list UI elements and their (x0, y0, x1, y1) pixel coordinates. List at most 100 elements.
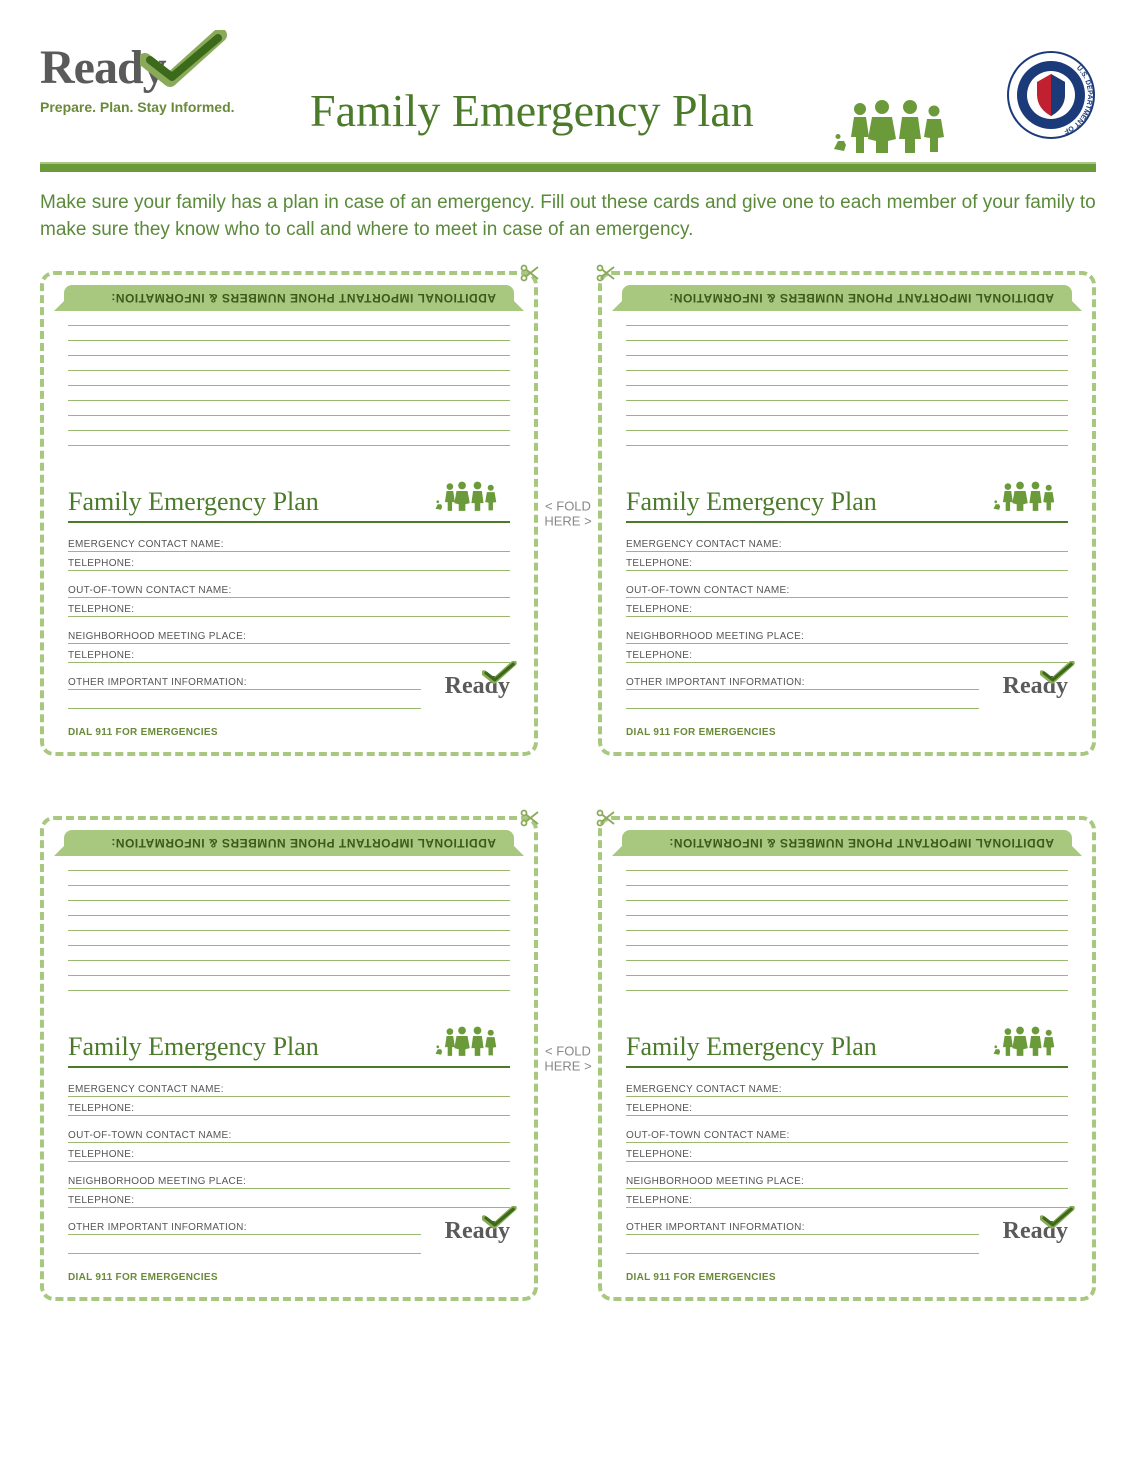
field-line[interactable]: NEIGHBORHOOD MEETING PLACE: (68, 627, 510, 644)
field-label: TELEPHONE: (626, 1103, 692, 1114)
field-line[interactable]: TELEPHONE: (68, 1191, 510, 1208)
field-line[interactable]: OTHER IMPORTANT INFORMATION: (626, 1218, 979, 1235)
card-bottom-flap: Family Emergency Plan EMERGENCY CONTACT … (602, 1009, 1092, 1297)
field-label: OUT-OF-TOWN CONTACT NAME: (626, 1130, 790, 1141)
field-line[interactable]: NEIGHBORHOOD MEETING PLACE: (68, 1172, 510, 1189)
field-label: TELEPHONE: (626, 650, 692, 661)
field-line[interactable]: TELEPHONE: (626, 1145, 1068, 1162)
field-label: EMERGENCY CONTACT NAME: (68, 1084, 224, 1095)
emergency-card: ADDITIONAL IMPORTANT PHONE NUMBERS & INF… (598, 816, 1096, 1301)
field-label: EMERGENCY CONTACT NAME: (626, 1084, 782, 1095)
main-title: Family Emergency Plan (310, 84, 754, 137)
card-row-1: ADDITIONAL IMPORTANT PHONE NUMBERS & INF… (40, 271, 1096, 756)
scissors-icon (594, 806, 618, 835)
field-line[interactable]: OUT-OF-TOWN CONTACT NAME: (626, 1126, 1068, 1143)
field-line[interactable]: EMERGENCY CONTACT NAME: (68, 1080, 510, 1097)
card-bottom-flap: Family Emergency Plan EMERGENCY CONTACT … (44, 464, 534, 752)
card-title-row: Family Emergency Plan (68, 1025, 510, 1068)
dial-911-text: DIAL 911 FOR EMERGENCIES (68, 1272, 218, 1283)
card-title: Family Emergency Plan (626, 487, 877, 517)
field-line[interactable]: TELEPHONE: (68, 646, 510, 663)
other-info-group: OTHER IMPORTANT INFORMATION: (626, 673, 979, 711)
notes-lines[interactable] (626, 870, 1068, 991)
field-label: OTHER IMPORTANT INFORMATION: (626, 1222, 805, 1233)
field-label: TELEPHONE: (68, 558, 134, 569)
card-title: Family Emergency Plan (68, 1032, 319, 1062)
family-silhouette-icon (424, 480, 510, 517)
field-label: TELEPHONE: (626, 558, 692, 569)
other-info-group: OTHER IMPORTANT INFORMATION: (68, 1218, 421, 1256)
field-line[interactable]: TELEPHONE: (626, 646, 1068, 663)
checkmark-icon (482, 661, 518, 690)
notes-lines[interactable] (68, 870, 510, 991)
neighborhood-group: NEIGHBORHOOD MEETING PLACE: TELEPHONE: (68, 1172, 510, 1208)
other-info-group: OTHER IMPORTANT INFORMATION: (626, 1218, 979, 1256)
field-line[interactable]: OUT-OF-TOWN CONTACT NAME: (626, 581, 1068, 598)
field-line[interactable] (68, 1237, 421, 1254)
field-line[interactable]: EMERGENCY CONTACT NAME: (626, 1080, 1068, 1097)
card-top-heading: ADDITIONAL IMPORTANT PHONE NUMBERS & INF… (622, 285, 1072, 311)
field-line[interactable] (68, 692, 421, 709)
field-line[interactable]: TELEPHONE: (68, 554, 510, 571)
ready-tagline: Prepare. Plan. Stay Informed. (40, 99, 235, 115)
field-line[interactable]: TELEPHONE: (68, 1145, 510, 1162)
card-top-flap: ADDITIONAL IMPORTANT PHONE NUMBERS & INF… (44, 820, 534, 1009)
field-label: TELEPHONE: (68, 604, 134, 615)
field-label: TELEPHONE: (68, 1195, 134, 1206)
notes-lines[interactable] (626, 325, 1068, 446)
field-line[interactable]: TELEPHONE: (626, 554, 1068, 571)
field-label: EMERGENCY CONTACT NAME: (68, 539, 224, 550)
field-label: TELEPHONE: (68, 1103, 134, 1114)
card-top-heading: ADDITIONAL IMPORTANT PHONE NUMBERS & INF… (622, 830, 1072, 856)
field-line[interactable]: TELEPHONE: (626, 1191, 1068, 1208)
field-line[interactable]: NEIGHBORHOOD MEETING PLACE: (626, 627, 1068, 644)
ready-logo-small: Ready (1003, 1218, 1068, 1245)
scissors-icon (518, 806, 542, 835)
neighborhood-group: NEIGHBORHOOD MEETING PLACE: TELEPHONE: (626, 627, 1068, 663)
field-line[interactable]: EMERGENCY CONTACT NAME: (626, 535, 1068, 552)
checkmark-icon (1040, 661, 1076, 690)
document-header: Ready Prepare. Plan. Stay Informed. Fami… (40, 30, 1096, 160)
dhs-seal-icon: U.S. DEPARTMENT OF (1006, 50, 1096, 140)
field-line[interactable]: TELEPHONE: (626, 600, 1068, 617)
field-line[interactable]: OUT-OF-TOWN CONTACT NAME: (68, 1126, 510, 1143)
field-label: OTHER IMPORTANT INFORMATION: (626, 677, 805, 688)
ready-logo-small: Ready (1003, 673, 1068, 700)
field-line[interactable]: OTHER IMPORTANT INFORMATION: (68, 1218, 421, 1235)
field-line[interactable]: NEIGHBORHOOD MEETING PLACE: (626, 1172, 1068, 1189)
field-label: EMERGENCY CONTACT NAME: (626, 539, 782, 550)
field-line[interactable]: OTHER IMPORTANT INFORMATION: (68, 673, 421, 690)
scissors-icon (594, 261, 618, 290)
emergency-card: ADDITIONAL IMPORTANT PHONE NUMBERS & INF… (40, 271, 538, 756)
emergency-card: ADDITIONAL IMPORTANT PHONE NUMBERS & INF… (598, 271, 1096, 756)
field-label: TELEPHONE: (626, 604, 692, 615)
scissors-icon (518, 261, 542, 290)
emergency-contact-group: EMERGENCY CONTACT NAME: TELEPHONE: (68, 1080, 510, 1116)
neighborhood-group: NEIGHBORHOOD MEETING PLACE: TELEPHONE: (68, 627, 510, 663)
field-line[interactable] (626, 1237, 979, 1254)
field-label: TELEPHONE: (626, 1149, 692, 1160)
card-title: Family Emergency Plan (68, 487, 319, 517)
emergency-contact-group: EMERGENCY CONTACT NAME: TELEPHONE: (68, 535, 510, 571)
checkmark-icon (482, 1206, 518, 1235)
field-label: NEIGHBORHOOD MEETING PLACE: (626, 631, 804, 642)
field-line[interactable]: TELEPHONE: (626, 1099, 1068, 1116)
field-label: OTHER IMPORTANT INFORMATION: (68, 677, 247, 688)
field-line[interactable]: TELEPHONE: (68, 1099, 510, 1116)
checkmark-icon (140, 30, 230, 95)
card-title-row: Family Emergency Plan (68, 480, 510, 523)
field-label: OUT-OF-TOWN CONTACT NAME: (68, 585, 232, 596)
out-of-town-group: OUT-OF-TOWN CONTACT NAME: TELEPHONE: (626, 1126, 1068, 1162)
field-line[interactable]: OTHER IMPORTANT INFORMATION: (626, 673, 979, 690)
field-line[interactable]: OUT-OF-TOWN CONTACT NAME: (68, 581, 510, 598)
notes-lines[interactable] (68, 325, 510, 446)
family-silhouette-icon (424, 1025, 510, 1062)
field-label: TELEPHONE: (68, 650, 134, 661)
field-line[interactable]: EMERGENCY CONTACT NAME: (68, 535, 510, 552)
field-line[interactable]: TELEPHONE: (68, 600, 510, 617)
field-label: NEIGHBORHOOD MEETING PLACE: (68, 631, 246, 642)
card-grid: ADDITIONAL IMPORTANT PHONE NUMBERS & INF… (40, 271, 1096, 1301)
field-line[interactable] (626, 692, 979, 709)
header-rule (40, 162, 1096, 172)
field-label: NEIGHBORHOOD MEETING PLACE: (626, 1176, 804, 1187)
